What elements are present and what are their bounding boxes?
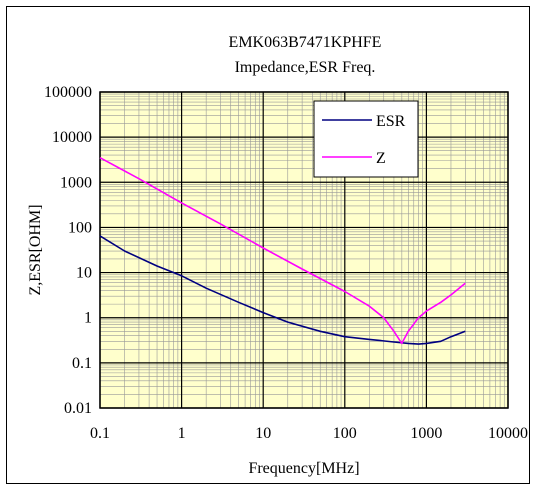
chart-subtitle: Impedance,ESR Freq. [235, 59, 376, 76]
y-axis-label: Z,ESR[OHM] [27, 204, 44, 295]
legend-label-esr: ESR [376, 113, 406, 130]
series-line-esr [99, 235, 466, 345]
y-tick-label: 10000 [52, 129, 92, 146]
legend-box [313, 100, 419, 178]
y-tick-label: 1000 [60, 174, 92, 191]
y-tick-label: 1 [84, 310, 92, 327]
minor-grid [100, 92, 508, 408]
plot-area [100, 92, 508, 408]
x-tick-label: 10 [255, 425, 271, 442]
y-tick-label: 100000 [44, 84, 92, 101]
series-line-z [99, 156, 466, 345]
plot-border [99, 91, 509, 409]
y-tick-label: 10 [76, 265, 92, 282]
series-layer [99, 156, 466, 345]
chart-title: EMK063B7471KPHFE [229, 34, 382, 51]
x-tick-label: 100 [333, 425, 357, 442]
legend: ESR Z [313, 100, 419, 178]
x-tick-label: 1 [178, 425, 186, 442]
x-axis-label: Frequency[MHz] [248, 460, 359, 477]
legend-label-z: Z [376, 150, 386, 167]
x-tick-label: 1000 [410, 425, 442, 442]
y-tick-label: 0.01 [64, 400, 92, 417]
y-tick-labels: 100000 10000 1000 100 10 1 0.1 0.01 [44, 84, 92, 417]
y-tick-label: 100 [68, 219, 92, 236]
x-tick-labels: 0.1 1 10 100 1000 10000 [90, 425, 528, 442]
x-tick-label: 0.1 [90, 425, 110, 442]
y-tick-label: 0.1 [72, 355, 92, 372]
x-tick-label: 10000 [488, 425, 528, 442]
